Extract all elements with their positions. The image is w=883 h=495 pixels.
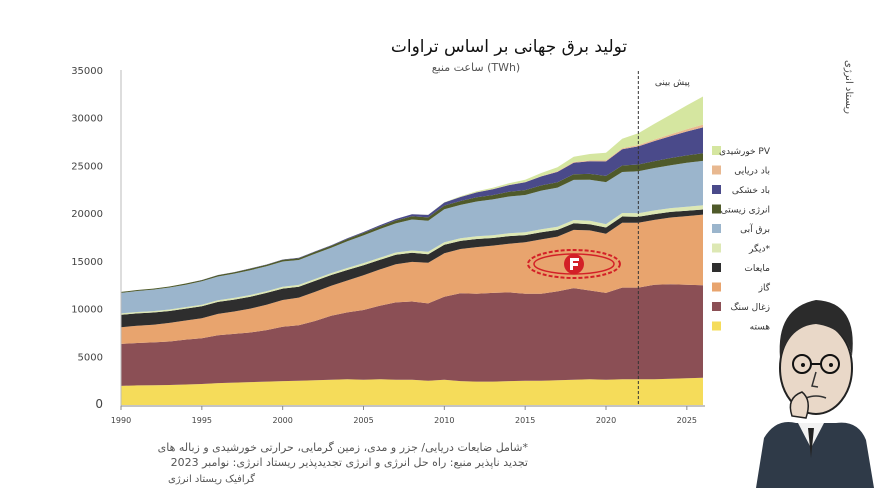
legend-label-hydro: برق آبی (740, 223, 770, 235)
legend-swatch-solar (712, 146, 721, 155)
x-tick-label: 1990 (111, 416, 131, 425)
credit-text: گرافیک ریستاد انرژی (168, 474, 255, 485)
legend-swatch-other (712, 243, 721, 253)
area-nuclear (121, 377, 703, 405)
x-tick-label: 2000 (272, 416, 292, 425)
area-hydro (121, 160, 703, 314)
forecast-label: پیش بینی (655, 78, 690, 88)
legend-label-nuclear: هسته (750, 323, 771, 333)
area-liquids (121, 209, 703, 328)
legend-label-coal: زغال سنگ (730, 301, 770, 313)
x-tick-label: 2005 (353, 416, 373, 425)
y-tick-label: 35000 (71, 66, 103, 77)
y-tick-label: 10000 (71, 305, 103, 316)
brand-side-label: ریستاد انرژی (843, 60, 854, 114)
x-tick-label: 2015 (515, 416, 535, 425)
legend-label-liquids: مایعات (744, 264, 770, 274)
x-tick-label: 2010 (434, 416, 454, 425)
y-tick-labels: 0 5000 10000 15000 20000 25000 30000 35000 (71, 66, 103, 411)
x-tick-label: 2025 (677, 416, 697, 425)
chart-subtitle: ساعت منبع (TWh) (432, 61, 520, 74)
legend: خورشیدی PV باد دریایی باد خشکی انرژی زیستی ب… (712, 146, 771, 333)
axes (120, 70, 705, 407)
legend-swatch-nuclear (712, 321, 721, 331)
legend-label-bioenergy: انرژی زیستی (721, 206, 770, 216)
legend-label-solar: خورشیدی PV (719, 147, 771, 157)
y-tick-label: 20000 (71, 209, 103, 220)
legend-swatch-onshore_wind (712, 185, 721, 194)
y-tick-label: 25000 (71, 161, 103, 172)
legend-swatch-hydro (712, 224, 721, 233)
legend-swatch-bioenergy (712, 204, 721, 214)
y-tick-label: 0 (95, 397, 103, 411)
legend-label-other: دیگر* (748, 243, 770, 255)
legend-label-offshore_wind: باد دریایی (734, 167, 770, 177)
x-tick-labels: 1990 1995 2000 2005 2010 2015 2020 2025 (111, 406, 697, 425)
legend-swatch-coal (712, 302, 721, 311)
chart-title: تولید برق جهانی بر اساس تراوات (391, 37, 628, 57)
area-coal (121, 284, 703, 386)
area-bioenergy (121, 153, 703, 293)
legend-label-gas: گاز (758, 282, 771, 294)
legend-swatch-gas (712, 282, 721, 292)
legend-swatch-offshore_wind (712, 165, 721, 175)
source-text: تجدید ناپذیر منبع: راه حل انرژی و انرژی … (170, 456, 528, 469)
area-gas (121, 214, 703, 344)
y-tick-label: 15000 (71, 257, 103, 268)
footnote-text: *شامل ضایعات دریایی/ جزر و مدی، زمین گرم… (157, 441, 528, 454)
watermark-logo (527, 249, 621, 279)
x-tick-label: 2020 (596, 416, 616, 425)
thinking-man-illustration (756, 300, 874, 488)
area-series-group (121, 96, 703, 405)
legend-swatch-liquids (712, 263, 721, 272)
y-tick-label: 30000 (71, 114, 103, 125)
y-tick-label: 5000 (78, 352, 103, 363)
legend-label-onshore_wind: باد خشکی (732, 186, 770, 196)
x-tick-label: 1995 (192, 416, 212, 425)
